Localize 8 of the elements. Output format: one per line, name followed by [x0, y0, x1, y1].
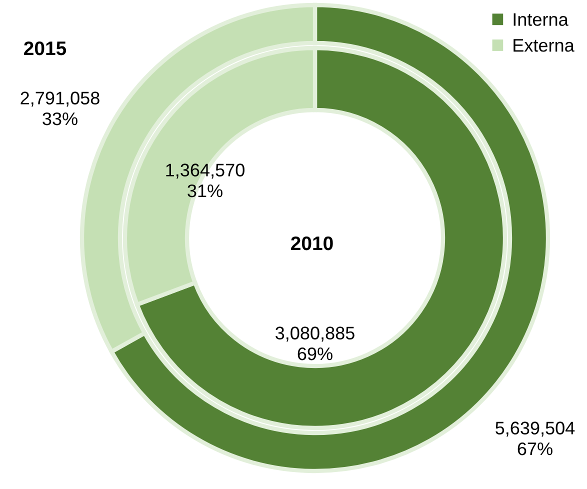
data-label: 2,791,058 33% [20, 92, 100, 126]
data-label: 1,364,570 31% [166, 164, 244, 198]
slice-label: 2015 [24, 41, 66, 56]
legend-label: Externa [514, 39, 574, 52]
legend-label: Interna [514, 13, 568, 26]
data-label: 3,080,885 69% [276, 326, 354, 360]
slice-label: 2010 [291, 236, 333, 250]
data-label: 5,639,504 67% [496, 422, 575, 456]
